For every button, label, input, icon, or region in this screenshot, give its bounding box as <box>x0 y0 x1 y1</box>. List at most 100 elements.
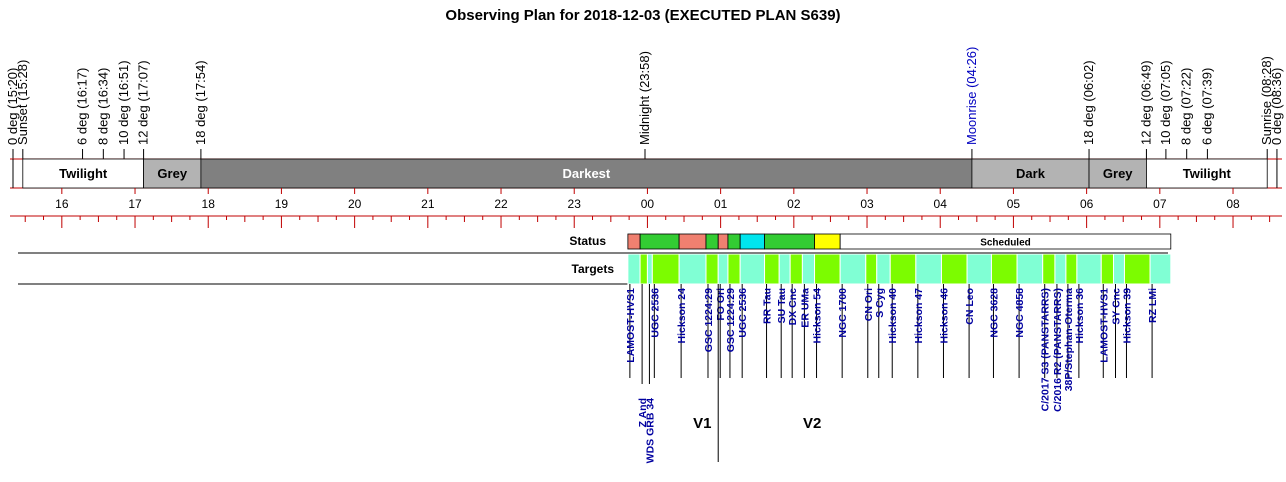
hour-tick-label: 17 <box>128 197 142 211</box>
target-label: CN Leo <box>964 288 976 325</box>
hour-tick-label: 19 <box>275 197 289 211</box>
target-label: Hickson 36 <box>1074 288 1086 344</box>
sky-band <box>143 158 202 189</box>
target-block <box>727 253 741 285</box>
target-label: S Cyg <box>874 288 886 318</box>
status-block <box>764 233 815 250</box>
hour-tick-label: 23 <box>568 197 582 211</box>
hour-axis: 16 17 18 19 20 21 22 23 00 01 02 03 04 05 06 07 08 <box>10 188 1282 228</box>
status-block <box>839 233 1172 250</box>
target-label: GSC 1224:29 <box>703 288 715 352</box>
target-label: UGC 2536 <box>649 288 661 338</box>
target-block <box>739 253 766 285</box>
target-block <box>1054 253 1067 285</box>
event-label: 18 deg (17:54) <box>193 60 208 145</box>
target-label: Hickson 24 <box>676 288 688 344</box>
sky-band <box>1146 158 1268 189</box>
target-label: WDS GRB 34 <box>644 398 656 464</box>
event-label: 10 deg (16:51) <box>116 60 131 145</box>
sky-band-label: Twilight <box>1183 166 1232 181</box>
target-label: DX Cnc <box>787 288 799 326</box>
target-block <box>627 253 641 285</box>
status-block <box>814 233 841 250</box>
target-label: NGC 1700 <box>837 288 849 338</box>
target-label: Hickson 46 <box>938 288 950 344</box>
target-block <box>940 253 968 285</box>
target-label: Z And <box>637 398 649 427</box>
event-label: 0 deg (15:20) <box>5 68 20 145</box>
hour-tick-label: 04 <box>934 197 948 211</box>
target-label: NGC 4858 <box>1014 288 1026 338</box>
target-block <box>1123 253 1151 285</box>
status-block <box>717 233 729 250</box>
status-block <box>627 233 641 250</box>
target-block <box>876 253 891 285</box>
status-block-label: Scheduled <box>980 238 1031 249</box>
sky-band-label: Grey <box>1103 166 1133 181</box>
target-label: NGC 3628 <box>988 288 1000 338</box>
hour-tick-label: 21 <box>421 197 435 211</box>
target-block <box>1065 253 1078 285</box>
status-block <box>739 233 765 250</box>
visit-marker-label: V1 <box>693 415 711 432</box>
hour-tick-label: 02 <box>787 197 801 211</box>
event-label: 6 deg (16:17) <box>75 68 90 145</box>
plan-title: Observing Plan for 2018-12-03 (EXECUTED … <box>445 7 840 24</box>
row-frames: Status Targets <box>18 234 1168 285</box>
target-label: ER UMa <box>799 288 811 328</box>
sky-band-label: Grey <box>157 166 187 181</box>
sky-band <box>1088 158 1147 189</box>
event-label: 10 deg (07:05) <box>1158 60 1173 145</box>
target-label: Hickson 47 <box>913 288 925 344</box>
status-block <box>639 233 680 250</box>
target-label: Hickson 40 <box>887 288 899 344</box>
target-block <box>717 253 729 285</box>
sky-band <box>22 158 144 189</box>
target-label: GSC 1224:29 <box>725 288 737 352</box>
target-block <box>966 253 992 285</box>
target-block <box>1112 253 1125 285</box>
target-label: RR Tau <box>762 288 774 324</box>
status-block <box>727 233 741 250</box>
event-label: Midnight (23:58) <box>637 51 652 145</box>
event-label: 18 deg (06:02) <box>1081 60 1096 145</box>
hour-tick-label: 06 <box>1080 197 1094 211</box>
event-label: 6 deg (07:39) <box>1199 68 1214 145</box>
target-label: C/2016 R2 (PANSTARRS) <box>1052 288 1064 412</box>
status-bar: Scheduled <box>627 233 1172 250</box>
status-row-label: Status <box>569 234 606 248</box>
target-block <box>990 253 1018 285</box>
hour-tick-label: 05 <box>1007 197 1021 211</box>
target-label: SY Cnc <box>1110 288 1122 325</box>
visit-marker-label: V2 <box>803 415 821 432</box>
target-block <box>764 253 780 285</box>
target-block <box>651 253 680 285</box>
hour-tick-label: 20 <box>348 197 362 211</box>
targets-row-label: Targets <box>572 262 615 276</box>
target-label: UGC 2536 <box>737 288 749 338</box>
target-bar <box>627 253 1172 285</box>
target-block <box>915 253 942 285</box>
target-label: 38P/Stephan-Oterma <box>1063 288 1075 391</box>
target-block <box>646 253 653 285</box>
target-block <box>778 253 791 285</box>
hour-tick-label: 18 <box>202 197 216 211</box>
event-label: 0 deg (08:36) <box>1269 68 1284 145</box>
target-block <box>639 253 648 285</box>
hour-tick-label: 03 <box>860 197 874 211</box>
sky-band-label: Darkest <box>563 166 611 181</box>
target-block <box>1016 253 1044 285</box>
target-label: C/2017 S3 (PANSTARRS) <box>1040 288 1052 411</box>
event-label: 8 deg (16:34) <box>95 68 110 145</box>
target-block <box>705 253 719 285</box>
target-block <box>789 253 803 285</box>
hour-tick-label: 07 <box>1153 197 1167 211</box>
event-label: 12 deg (17:07) <box>136 60 151 145</box>
target-block <box>1042 253 1056 285</box>
target-label: CN Ori <box>863 288 875 321</box>
visit-markers: V1 V2 <box>693 284 821 462</box>
target-block <box>1149 253 1172 285</box>
hour-tick-label: 08 <box>1226 197 1240 211</box>
target-label: Hickson 39 <box>1121 288 1133 344</box>
